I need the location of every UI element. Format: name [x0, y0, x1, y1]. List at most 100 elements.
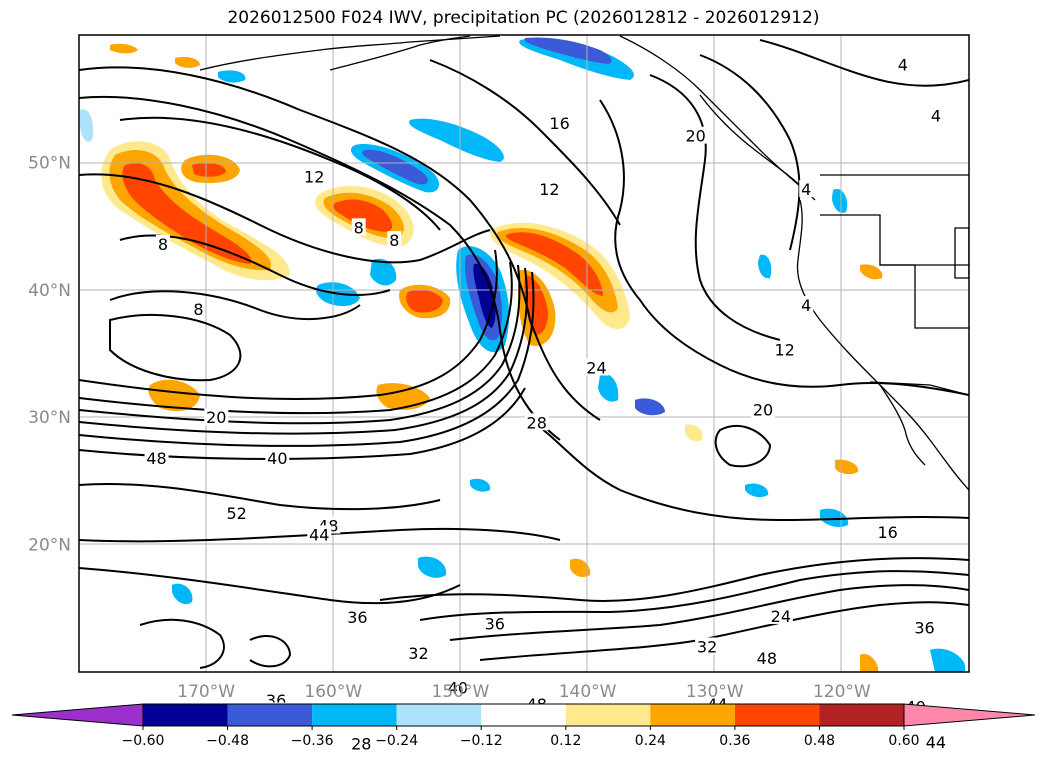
contour-label: 4 — [801, 180, 811, 199]
contour-line — [79, 66, 601, 421]
contour-label-bg — [751, 400, 776, 418]
contour-label: 40 — [267, 449, 287, 468]
precip-patch — [172, 583, 193, 605]
contour-label-bg — [265, 448, 290, 466]
precip-patch — [80, 109, 94, 142]
contour-line — [79, 483, 441, 511]
colorbar-segment — [565, 704, 651, 726]
precip-patch — [110, 43, 138, 54]
contour-label-bg — [191, 299, 206, 317]
contour-label: 8 — [193, 300, 203, 319]
colorbar-segment — [650, 704, 735, 726]
precip-shading — [80, 37, 965, 672]
contour-line — [379, 557, 969, 602]
colorbar-tick-label: 0.36 — [719, 733, 750, 749]
colorbar: −0.60 −0.48 −0.36 −0.24 −0.12 0.12 0.24 0.36 0.4… — [11, 703, 1036, 749]
contour-label: 44 — [926, 733, 946, 752]
contour-line — [599, 99, 969, 396]
contour-label-bg — [155, 234, 170, 252]
border-states-2 — [880, 264, 969, 329]
contour-line — [759, 39, 969, 87]
contour-line — [139, 618, 225, 669]
lon-tick-label: 120°W — [813, 682, 871, 702]
precip-patch — [570, 558, 591, 578]
map-frame — [78, 34, 970, 673]
contour-label: 44 — [309, 525, 329, 544]
colorbar-segment — [734, 704, 820, 726]
contour-label-bg — [351, 218, 366, 236]
contour-label: 12 — [774, 341, 794, 360]
colorbar-tick-label: 0.60 — [888, 733, 919, 749]
contour-line — [79, 173, 491, 264]
precip-patch — [175, 56, 200, 68]
colorbar-segment — [143, 704, 228, 726]
contour-line — [79, 567, 461, 605]
precip-patch — [598, 374, 619, 402]
colorbar-tick-label: −0.48 — [206, 733, 249, 749]
contour-label-bg — [875, 522, 900, 540]
contour-label-bg — [445, 678, 470, 696]
lat-tick-label: 50°N — [28, 153, 71, 173]
contour-label: 8 — [158, 235, 168, 254]
contour-label: 4 — [931, 106, 941, 125]
contour-label-bg — [387, 231, 402, 249]
colorbar-tick-label: −0.60 — [122, 733, 165, 749]
colorbar-segment — [481, 704, 566, 726]
contour-label-bg — [307, 525, 332, 543]
lon-tick-label: 160°W — [304, 682, 362, 702]
map-title: 2026012500 F024 IWV, precipitation PC (2… — [227, 8, 820, 28]
contour-line — [79, 271, 535, 447]
latitude-tick-labels: 50°N 40°N 30°N 20°N — [28, 153, 71, 555]
precip-patch — [758, 254, 772, 279]
contour-line — [479, 601, 969, 661]
contour-label-bg — [547, 113, 572, 131]
colorbar-segment — [312, 704, 397, 726]
contour-label: 16 — [877, 523, 897, 542]
lon-tick-label: 170°W — [177, 682, 235, 702]
contour-line — [449, 584, 969, 641]
precip-patch — [524, 37, 612, 64]
contour-line — [249, 635, 292, 668]
border-states-1 — [820, 214, 969, 266]
contour-label-bg — [406, 643, 431, 661]
contour-label: 8 — [354, 218, 364, 237]
colorbar-tick-label: −0.12 — [460, 733, 503, 749]
colorbar-tick-label: 0.12 — [550, 733, 581, 749]
precip-patch — [376, 383, 430, 410]
bc-coast — [699, 94, 806, 191]
contour-line — [529, 419, 969, 522]
coastlines — [199, 35, 969, 491]
contour-line — [79, 95, 561, 441]
contour-label-bg — [537, 180, 562, 198]
precip-patch — [332, 199, 393, 232]
precip-patch — [218, 70, 246, 83]
contour-label-bg — [584, 358, 609, 376]
precip-patch — [860, 653, 879, 672]
contour-line — [119, 116, 441, 231]
precip-patch — [470, 478, 491, 492]
contour-label: 36 — [485, 615, 505, 634]
precip-patch — [418, 556, 447, 578]
lat-tick-label: 40°N — [28, 281, 71, 301]
contour-line — [419, 570, 969, 621]
contour-label-bg — [144, 448, 169, 466]
contour-label-bg — [799, 180, 814, 198]
us-west-coast — [796, 199, 969, 491]
precip-patch — [497, 228, 618, 313]
contour-label: 52 — [226, 504, 246, 523]
contour-label-bg — [524, 413, 549, 431]
contour-label-bg — [799, 296, 814, 314]
precip-patch — [192, 162, 226, 177]
precip-patch — [148, 379, 200, 412]
baja — [879, 384, 926, 466]
contour-label: 20 — [685, 127, 705, 146]
precip-patch — [122, 163, 252, 264]
colorbar-tick-label: 0.24 — [635, 733, 666, 749]
precip-patch — [860, 264, 883, 280]
contour-line — [714, 425, 772, 468]
contour-label-bg — [912, 618, 937, 636]
colorbar-frame — [142, 703, 905, 727]
contour-label: 28 — [527, 413, 547, 432]
contour-label-bg — [772, 340, 797, 358]
